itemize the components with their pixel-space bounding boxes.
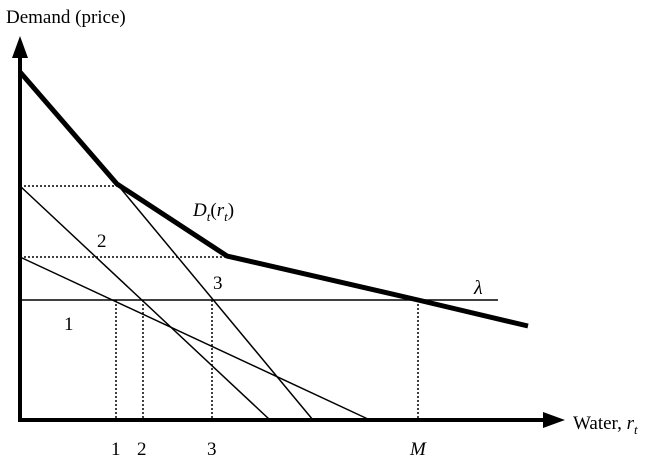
demand-line-3 <box>116 183 314 421</box>
demand-line-2 <box>19 185 271 421</box>
y-axis-arrow <box>12 36 28 58</box>
x-tick-3: 3 <box>207 439 217 460</box>
y-axis-label: Demand (price) <box>6 7 126 28</box>
x-tick-2: 2 <box>137 439 147 460</box>
x-axis-label: Water, rt <box>573 413 638 437</box>
x-tick-1: 1 <box>111 439 121 460</box>
aggregate-demand-curve <box>18 70 529 329</box>
curve-label-1: 1 <box>64 314 74 335</box>
aggregate-demand-label: Dt(rt) <box>192 200 234 224</box>
curve-label-3: 3 <box>213 273 223 294</box>
x-axis-arrow <box>543 412 565 428</box>
x-tick-M: M <box>409 439 427 460</box>
curve-label-2: 2 <box>97 231 107 252</box>
demand-line-1 <box>19 256 371 421</box>
lambda-label: λ <box>473 277 483 299</box>
